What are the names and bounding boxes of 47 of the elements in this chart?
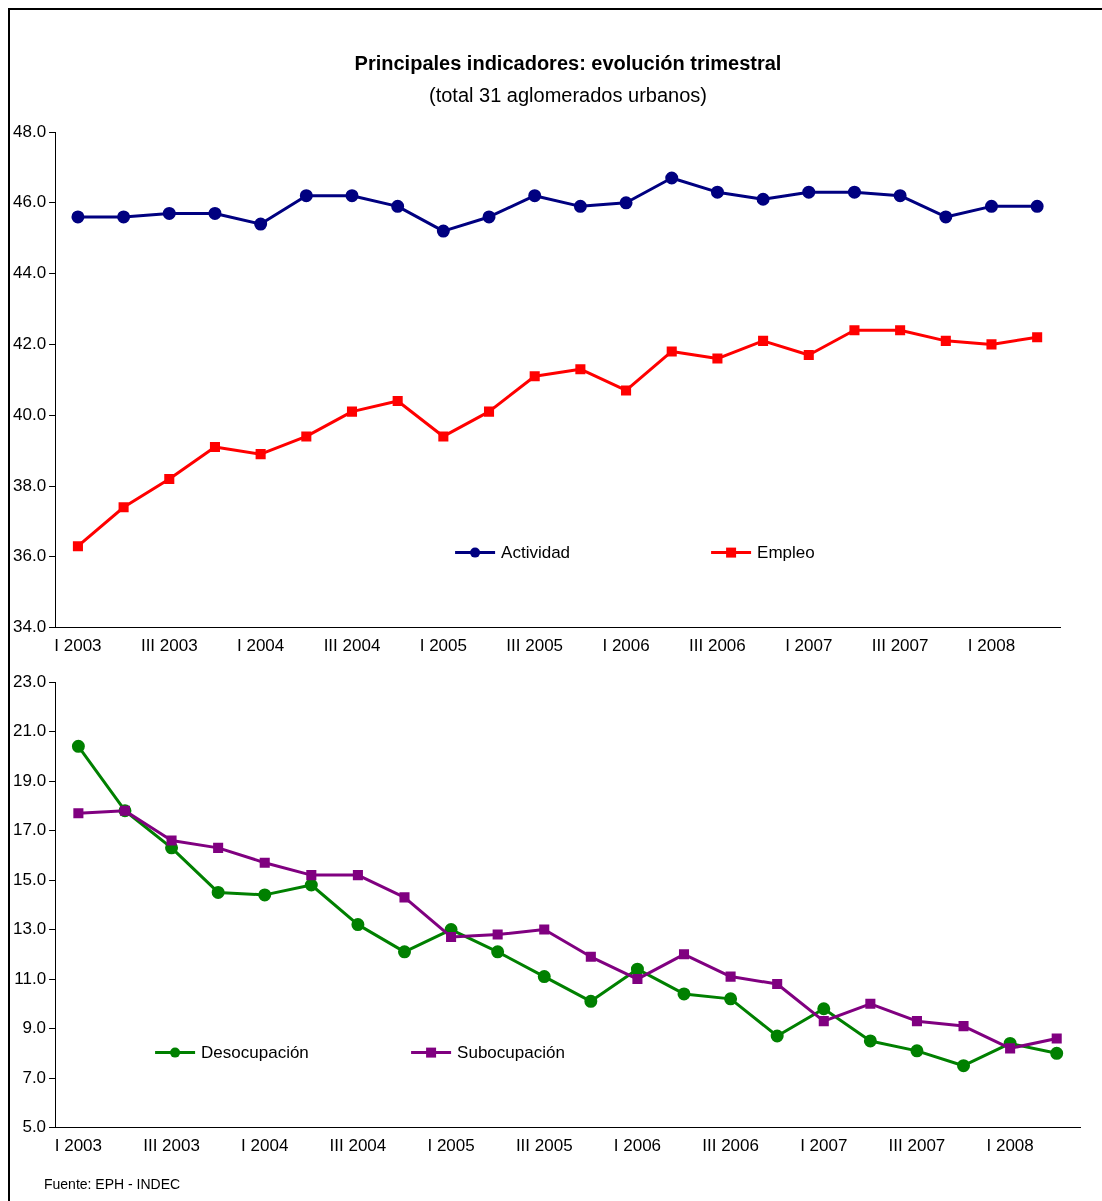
x-tick-label: I 2006 <box>613 1136 662 1156</box>
x-tick-label: III 2007 <box>871 636 929 656</box>
x-tick-label: III 2003 <box>140 636 198 656</box>
y-tick-label: 17.0 <box>12 820 47 840</box>
y-tick-label: 40.0 <box>12 404 47 424</box>
y-tick-label: 38.0 <box>12 475 47 495</box>
y-tick-label: 48.0 <box>12 121 47 141</box>
x-tick-label: I 2006 <box>602 636 650 656</box>
x-tick-label: I 2008 <box>967 636 1016 656</box>
x-tick-label: I 2003 <box>54 1136 103 1156</box>
x-tick-label: III 2007 <box>888 1136 946 1156</box>
y-tick-label: 46.0 <box>12 192 47 212</box>
x-tick-label: I 2004 <box>241 1136 289 1156</box>
x-tick-label: I 2007 <box>800 1136 848 1156</box>
legend-label: Empleo <box>757 543 815 563</box>
x-tick-label: III 2006 <box>689 636 746 656</box>
source-note: Fuente: EPH - INDEC <box>44 1176 181 1192</box>
chart-subtitle: (total 31 aglomerados urbanos) <box>428 84 708 107</box>
y-tick-label: 21.0 <box>12 721 47 741</box>
y-tick-label: 9.0 <box>22 1018 47 1038</box>
x-tick-label: III 2006 <box>702 1136 759 1156</box>
y-tick-label: 11.0 <box>14 968 47 988</box>
y-tick-label: 5.0 <box>22 1117 47 1137</box>
y-tick-label: 15.0 <box>12 869 47 889</box>
x-tick-label: III 2004 <box>329 1136 387 1156</box>
x-tick-label: I 2005 <box>419 636 467 656</box>
y-tick-label: 19.0 <box>12 770 47 790</box>
y-tick-label: 44.0 <box>12 263 47 283</box>
y-tick-label: 34.0 <box>12 617 47 637</box>
x-tick-label: III 2003 <box>143 1136 200 1156</box>
x-tick-label: I 2004 <box>237 636 285 656</box>
x-tick-label: III 2004 <box>323 636 381 656</box>
x-tick-label: I 2003 <box>54 636 102 656</box>
y-tick-label: 36.0 <box>12 546 47 566</box>
y-tick-label: 23.0 <box>12 671 47 691</box>
y-tick-label: 7.0 <box>22 1067 47 1087</box>
x-tick-label: I 2008 <box>986 1136 1034 1156</box>
legend-label: Subocupación <box>457 1043 565 1063</box>
y-tick-label: 42.0 <box>12 334 47 354</box>
x-tick-label: III 2005 <box>506 636 564 656</box>
legend-label: Actividad <box>501 543 571 563</box>
x-tick-label: III 2005 <box>515 1136 573 1156</box>
x-tick-label: I 2007 <box>785 636 833 656</box>
y-tick-label: 13.0 <box>12 919 47 939</box>
chart-title: Principales indicadores: evolución trimestral <box>353 52 783 75</box>
x-tick-label: I 2005 <box>427 1136 475 1156</box>
legend-label: Desocupación <box>201 1043 309 1063</box>
